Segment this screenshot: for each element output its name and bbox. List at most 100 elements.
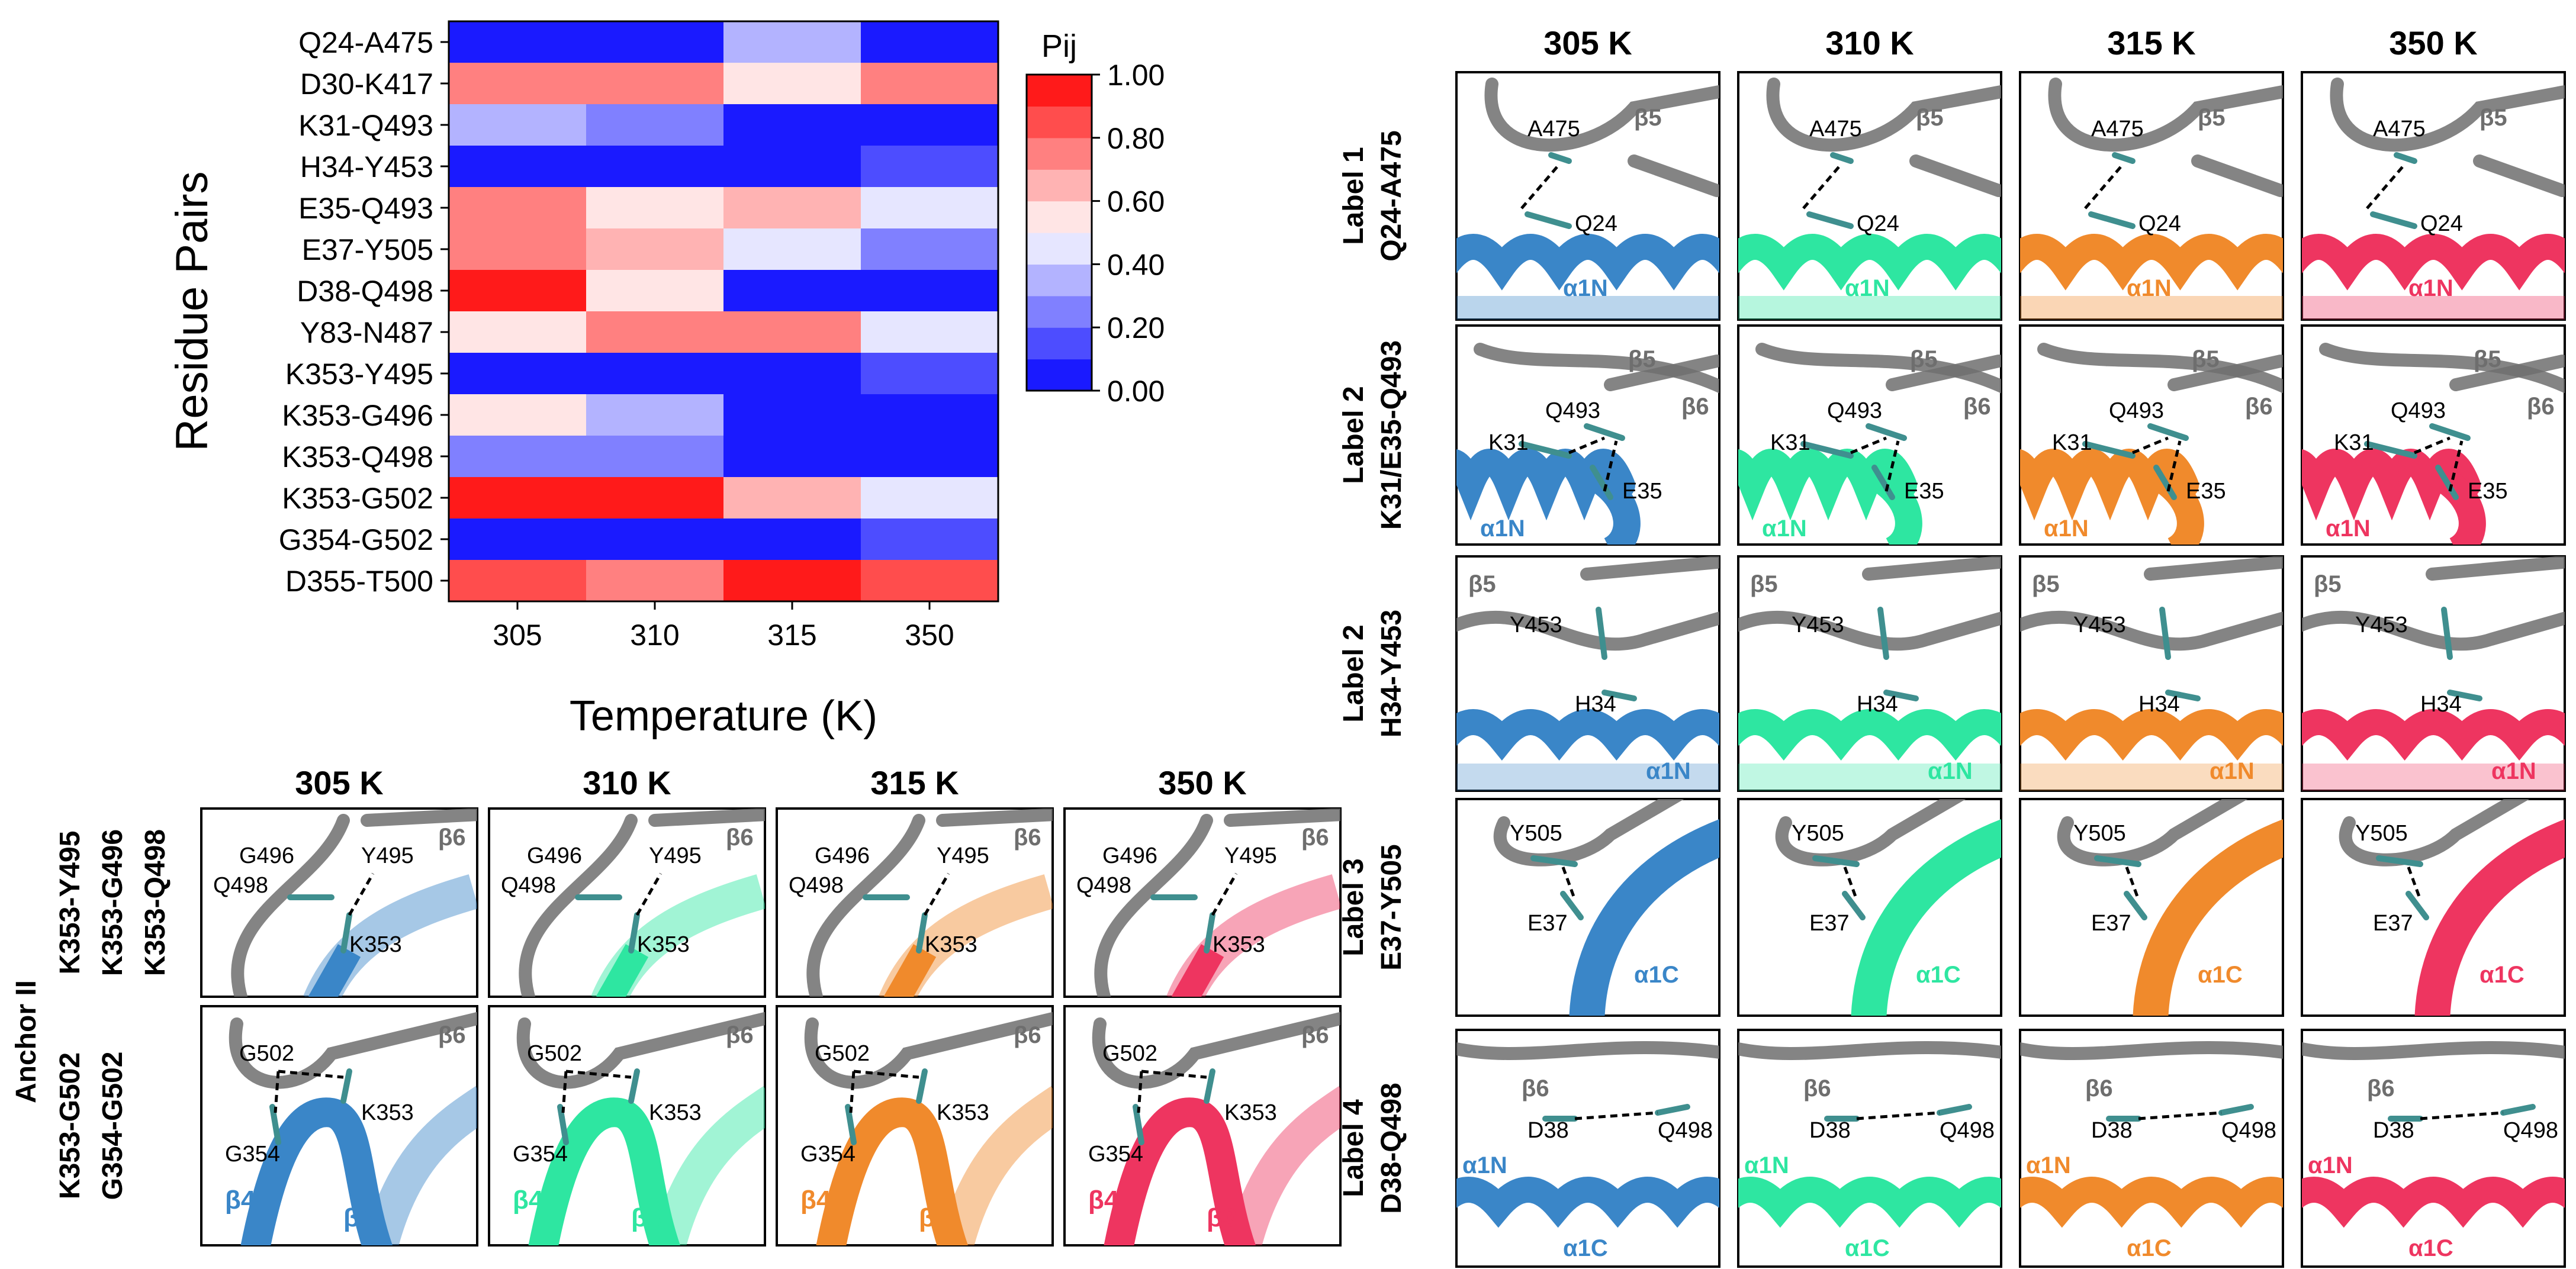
label-beta5: β5	[1468, 571, 1496, 597]
ace2-strand	[308, 944, 361, 997]
res-q24-stick	[1525, 211, 1572, 229]
ace2-sheet	[2144, 556, 2283, 581]
label-beta5: β5	[1750, 571, 1778, 597]
panel-content: Y453 H34 α1N β5	[2020, 556, 2283, 791]
helix-shadow	[2020, 764, 2283, 791]
helix-alpha1n	[2020, 449, 2199, 521]
y-tick-label-k31-q493: K31-Q493	[298, 109, 433, 142]
helix-shadow	[2020, 296, 2283, 320]
ace2-loop	[1092, 1012, 1340, 1089]
label-q498: Q498	[213, 873, 268, 898]
helix-alpha1c	[1569, 819, 1719, 1016]
label-q493: Q493	[2391, 398, 2446, 423]
bottom-row1-pair-k353-g496: K353-G496	[97, 829, 128, 976]
heatmap-cell-g354-g502-305	[449, 518, 587, 561]
panel-content: A475 Q24 β5 α1N	[2020, 78, 2283, 320]
right-panel-r0-c1: A475 Q24 β5 α1N	[1737, 71, 2002, 321]
panel-content: D38 Q498 α1N α1C β6	[1456, 1041, 1719, 1261]
x-tick-label-305: 305	[493, 619, 542, 652]
helix-shadow	[1738, 764, 2001, 791]
helix-alpha1n	[1738, 449, 1917, 521]
panel-content: G502 K353 G354 β4 β3 β6	[1088, 1012, 1340, 1245]
y-tick-label-k353-q498: K353-Q498	[282, 440, 433, 474]
y-tick-label-e37-y505: E37-Y505	[302, 233, 433, 266]
res-q493-stick	[1584, 423, 1625, 441]
panel-content: G496 Y495 Q498 K353 β6	[789, 809, 1053, 997]
heatmap-cell-k353-g496-315	[723, 394, 861, 436]
hbond-e37-y505	[1843, 867, 1858, 900]
heatmap-cell-k353-q498-315	[723, 436, 861, 478]
y-tick-label-d38-q498: D38-Q498	[297, 275, 433, 308]
label-beta6: β6	[2085, 1075, 2113, 1101]
ace2-loop	[806, 814, 925, 997]
helix-alpha1c	[1851, 819, 2001, 1016]
label-q24: Q24	[1857, 211, 1899, 236]
bottom-panel-r0-c3: G496 Y495 Q498 K353 β6	[1063, 807, 1342, 998]
label-beta6: β6	[1014, 1022, 1041, 1048]
ace2-loop	[2330, 78, 2565, 152]
label-k31: K31	[2334, 430, 2374, 455]
beta-hairpin	[816, 1097, 969, 1245]
label-e37: E37	[1527, 911, 1568, 936]
label-g502: G502	[239, 1041, 294, 1066]
panel-frame	[2019, 1029, 2284, 1268]
panel-frame	[2301, 1029, 2566, 1268]
heatmap-cell-d355-t500-310	[586, 560, 724, 602]
right-row-pair-2: H34-Y453	[1376, 610, 1407, 737]
ace2-sheet	[361, 809, 477, 827]
bottom-temp-header-315-k: 315 K	[870, 764, 959, 801]
right-temp-header-310-k: 310 K	[1825, 24, 1913, 62]
heatmap-cell-e37-y505-315	[723, 228, 861, 270]
label-y495: Y495	[1224, 843, 1277, 868]
res-e37-stick	[1560, 891, 1584, 920]
hbond-q24-a475	[2366, 166, 2404, 210]
anchor-ii-label: Anchor II	[11, 980, 42, 1103]
label-alpha1n: α1N	[2026, 1152, 2071, 1178]
x-tick-label-315: 315	[767, 619, 816, 652]
heatmap-cell-e37-y505-350	[861, 228, 999, 270]
res-h34-stick	[1601, 690, 1637, 701]
y-tick-label-h34-y453: H34-Y453	[300, 150, 433, 183]
label-e37: E37	[2373, 911, 2413, 936]
heatmap-cell-g354-g502-315	[723, 518, 861, 561]
colorbar-band-0	[1027, 359, 1092, 391]
heatmap-cell-g354-g502-310	[586, 518, 724, 561]
label-y495: Y495	[937, 843, 989, 868]
helix-alpha1c	[2414, 819, 2565, 1016]
heatmap-cell-g354-g502-350	[861, 518, 999, 561]
res-a475-stick	[2112, 152, 2136, 164]
ace2-loop	[2319, 343, 2565, 394]
ace2-loop	[1456, 610, 1719, 651]
ace2-sheet	[1224, 809, 1340, 827]
res-e35-stick	[2153, 465, 2177, 500]
label-beta6: β6	[2245, 394, 2273, 420]
ace2-loop	[1474, 343, 1719, 394]
label-q498: Q498	[501, 873, 556, 898]
colorbar-band-7	[1027, 137, 1092, 170]
label-alpha1n: α1N	[2210, 758, 2255, 784]
heatmap-cell-d355-t500-305	[449, 560, 587, 602]
res-g354-stick	[845, 1104, 857, 1145]
ace2-loop	[2037, 343, 2283, 394]
ace2-loop	[229, 1012, 477, 1089]
ace2-loop	[2302, 1041, 2565, 1060]
right-row-label-2: Label 2	[1338, 624, 1369, 722]
label-g354: G354	[225, 1142, 280, 1167]
heatmap-cell-k353-g502-305	[449, 477, 587, 519]
label-g502: G502	[815, 1041, 870, 1066]
res-k353-stick	[1204, 912, 1215, 954]
beta-hairpin	[528, 1097, 681, 1245]
beta-hairpin	[240, 1097, 393, 1245]
ace2-loop	[2302, 610, 2565, 651]
res-k353-stick	[340, 1068, 352, 1104]
label-d38: D38	[2373, 1118, 2414, 1143]
heatmap-cell-k31-q493-350	[861, 104, 999, 146]
ace2-sheet	[1886, 355, 2001, 391]
heatmap-cell-h34-y453-315	[723, 146, 861, 188]
panel-content: A475 Q24 β5 α1N	[1738, 78, 2001, 320]
heatmap-cell-y83-n487-315	[723, 311, 861, 353]
helix-tail	[2154, 468, 2204, 545]
label-g502: G502	[527, 1041, 582, 1066]
hbond-g354-g502	[274, 1071, 280, 1113]
heatmap-cell-e35-q493-350	[861, 187, 999, 229]
